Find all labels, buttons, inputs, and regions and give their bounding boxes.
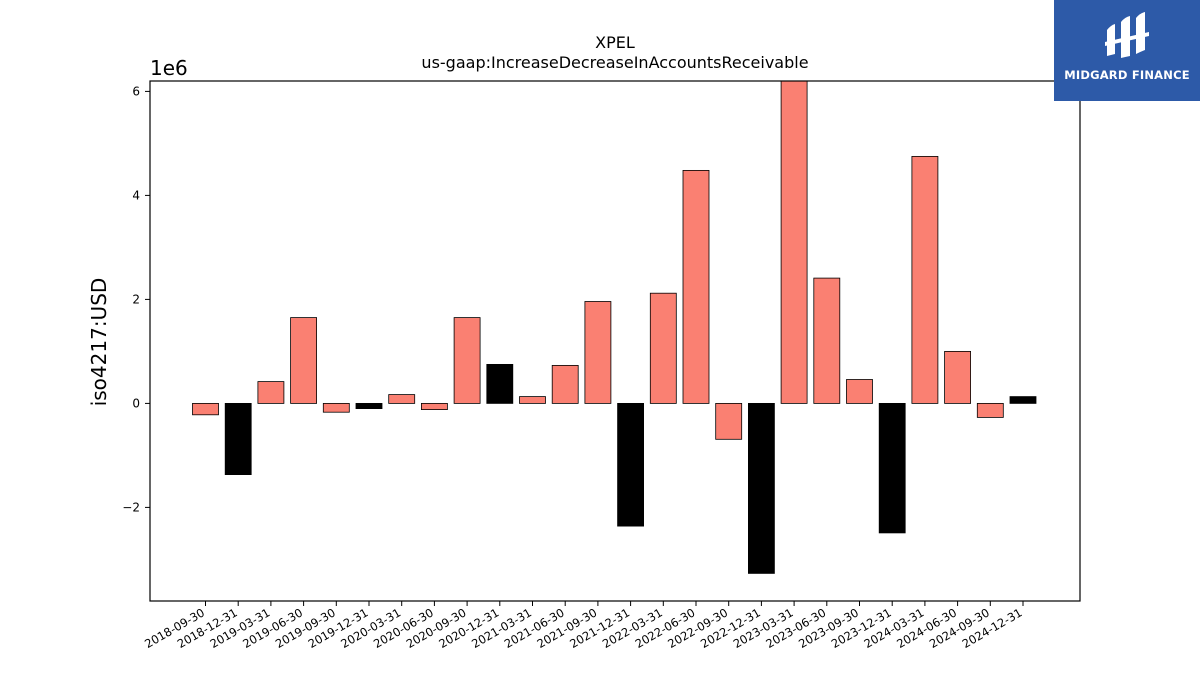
bars-group bbox=[192, 80, 1037, 574]
bar-2024-03-31 bbox=[911, 155, 939, 404]
bar-2023-12-31 bbox=[878, 402, 906, 534]
chart-subtitle: us-gaap:IncreaseDecreaseInAccountsReceiv… bbox=[421, 53, 808, 72]
y-ticks-group: −2 0 2 4 6 bbox=[122, 84, 150, 514]
bar-2020-06-30 bbox=[420, 402, 448, 410]
y-scale-label: 1e6 bbox=[150, 56, 188, 80]
bar-2019-09-30 bbox=[322, 402, 350, 413]
bar-2020-03-31 bbox=[388, 394, 416, 404]
bar-2022-03-31 bbox=[649, 292, 677, 404]
bar-2021-12-31 bbox=[617, 402, 644, 527]
bar-2023-09-30 bbox=[846, 379, 873, 404]
chart-title: XPEL bbox=[595, 33, 635, 52]
y-tick-label: 6 bbox=[132, 84, 140, 98]
bar-2021-09-30 bbox=[584, 301, 612, 404]
bar-2022-06-30 bbox=[682, 169, 710, 404]
bar-2020-09-30 bbox=[453, 317, 481, 404]
bar-2024-12-31 bbox=[1009, 396, 1037, 404]
bar-2024-06-30 bbox=[944, 350, 971, 404]
bar-2022-09-30 bbox=[715, 402, 743, 440]
brand-logo: MIDGARD FINANCE bbox=[1054, 0, 1200, 101]
bar-2019-03-31 bbox=[257, 381, 285, 404]
bar-2019-06-30 bbox=[290, 317, 318, 404]
bar-2021-03-31 bbox=[519, 396, 546, 404]
y-axis-label: iso4217:USD bbox=[87, 278, 111, 407]
y-tick-label: 4 bbox=[132, 188, 140, 202]
x-ticks-group: 2018-09-302018-12-312019-03-312019-06-30… bbox=[142, 601, 1025, 651]
y-tick-label: −2 bbox=[122, 500, 140, 514]
bar-2023-03-31 bbox=[780, 80, 808, 404]
y-tick-label: 0 bbox=[132, 396, 140, 410]
bar-2022-12-31 bbox=[748, 402, 775, 574]
midgard-logo-icon bbox=[1105, 12, 1149, 58]
plot-frame bbox=[149, 80, 1081, 602]
bar-2021-06-30 bbox=[551, 364, 579, 404]
bar-2023-06-30 bbox=[813, 277, 841, 404]
y-tick-label: 2 bbox=[132, 292, 140, 306]
bar-2018-12-31 bbox=[224, 402, 252, 475]
bar-2018-09-30 bbox=[192, 402, 219, 416]
bar-2019-12-31 bbox=[355, 402, 383, 409]
brand-name: MIDGARD FINANCE bbox=[1064, 68, 1190, 82]
bar-2024-09-30 bbox=[976, 402, 1004, 418]
bar-2020-12-31 bbox=[486, 363, 514, 404]
